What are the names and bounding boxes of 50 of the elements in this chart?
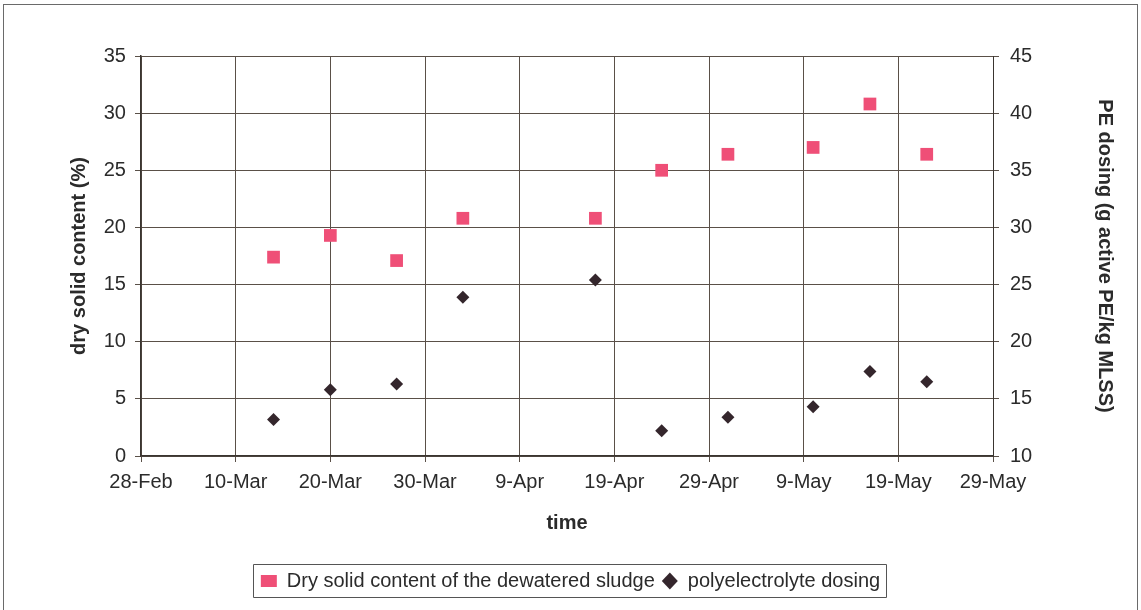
- point: [589, 211, 602, 225]
- y2-tick-label: 20: [1010, 329, 1033, 352]
- y2-tick-label: 30: [1010, 214, 1033, 237]
- legend-label: Dry solid content of the dewatered sludge: [286, 568, 655, 591]
- point: [390, 377, 404, 391]
- x-tick-label: 19-May: [864, 469, 932, 492]
- y-tick-label: 35: [103, 43, 126, 66]
- x-tick-label: 30-Mar: [393, 469, 458, 492]
- y-tick-label: 10: [103, 329, 126, 352]
- x-tick-label: 19-Apr: [584, 469, 645, 492]
- point: [323, 229, 337, 242]
- x-tick-label: 9-May: [775, 469, 832, 492]
- x-axis-title: time: [546, 510, 588, 533]
- point: [456, 211, 470, 225]
- point: [721, 410, 735, 424]
- point: [721, 147, 735, 161]
- y-tick-label: 30: [103, 100, 126, 123]
- y-tick-label: 25: [103, 157, 126, 180]
- point: [655, 163, 669, 177]
- y2-axis-title: PE dosing (g active PE/kg MLSS): [1095, 99, 1118, 413]
- point: [390, 254, 403, 267]
- legend-label: polyelectrolyte dosing: [687, 568, 881, 591]
- point: [456, 290, 470, 304]
- x-tick-label: 29-Apr: [678, 469, 740, 492]
- y-tick-label: 20: [103, 214, 126, 237]
- point: [806, 400, 820, 414]
- point: [920, 375, 934, 389]
- y-axis-title: dry solid content (%): [66, 157, 89, 355]
- x-tick-label: 29-May: [959, 469, 1027, 492]
- point: [655, 424, 669, 438]
- y2-tick-label: 10: [1010, 443, 1033, 466]
- y2-tick-label: 40: [1010, 100, 1033, 123]
- x-tick-label: 20-Mar: [298, 469, 363, 492]
- point: [863, 364, 877, 378]
- y-tick-label: 0: [114, 443, 126, 466]
- point: [806, 141, 820, 154]
- y2-tick-label: 15: [1010, 386, 1033, 409]
- y-tick-label: 5: [114, 386, 126, 409]
- point: [267, 412, 281, 426]
- point: [588, 273, 602, 287]
- y2-tick-label: 35: [1010, 157, 1033, 180]
- x-tick-label: 28-Feb: [109, 469, 173, 492]
- point: [323, 383, 337, 397]
- y-tick-label: 15: [103, 272, 126, 295]
- x-tick-label: 10-Mar: [203, 469, 268, 492]
- x-tick-label: 9-Apr: [495, 469, 545, 492]
- point: [267, 250, 280, 264]
- y2-tick-label: 45: [1010, 43, 1033, 66]
- y2-tick-label: 25: [1010, 272, 1033, 295]
- point: [920, 147, 934, 161]
